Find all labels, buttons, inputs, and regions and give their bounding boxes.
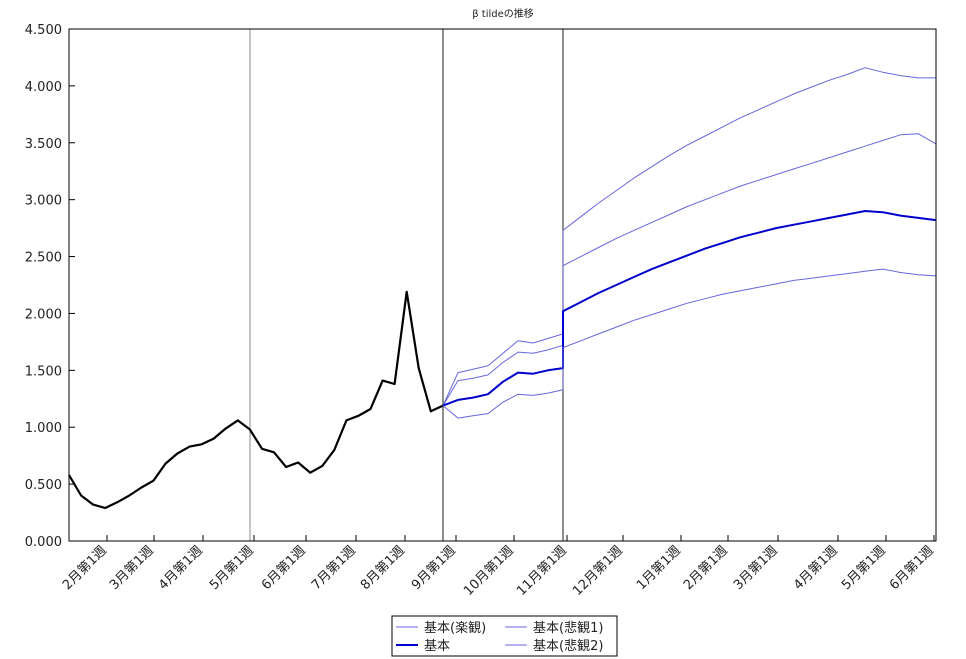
x-tick-label: 3月第1週 [107, 543, 157, 593]
x-tick-label: 4月第1週 [791, 543, 841, 593]
x-tick-label: 4月第1週 [156, 543, 206, 593]
series-line-band [442, 133, 937, 406]
x-tick-label: 5月第1週 [839, 543, 889, 593]
y-tick-label: 0.000 [25, 535, 62, 550]
x-axis-ticks [106, 535, 935, 541]
y-tick-label: 1.500 [25, 364, 62, 379]
y-axis-ticks [69, 28, 75, 542]
x-tick-label: 9月第1週 [409, 543, 459, 593]
x-tick-label: 8月第1週 [358, 543, 408, 593]
y-tick-label: 3.000 [25, 194, 62, 209]
x-tick-label: 2月第1週 [60, 543, 110, 593]
y-tick-label: 4.000 [25, 80, 62, 95]
legend-label-pessimistic-2: 基本(悲観2) [533, 638, 603, 654]
y-tick-label: 0.500 [25, 478, 62, 493]
x-tick-label: 11月第1週 [514, 543, 570, 599]
series-line-band [442, 268, 937, 419]
series-line-observed [68, 290, 444, 510]
y-tick-label: 1.000 [25, 421, 62, 436]
y-tick-label: 4.500 [25, 23, 62, 38]
legend-label-base: 基本 [424, 639, 450, 654]
x-tick-label: 7月第1週 [309, 543, 359, 593]
plot-area-border [68, 28, 937, 542]
legend-label-pessimistic-1: 基本(悲観1) [533, 620, 603, 636]
y-tick-label: 2.500 [25, 251, 62, 266]
series-line-band [442, 67, 936, 406]
x-tick-label: 2月第1週 [681, 543, 731, 593]
x-tick-label: 1月第1週 [634, 543, 684, 593]
divider-lines [249, 29, 564, 541]
y-axis-labels: 0.000 0.500 1.000 1.500 2.000 2.500 3.000 3.500… [25, 23, 62, 550]
series-line-base [442, 210, 937, 407]
y-tick-label: 3.500 [25, 137, 62, 152]
x-tick-label: 10月第1週 [461, 543, 517, 599]
legend-box [391, 615, 618, 657]
x-tick-label: 3月第1週 [731, 543, 781, 593]
series-layer [68, 67, 937, 510]
x-tick-label: 6月第1週 [259, 543, 309, 593]
legend-label-optimistic: 基本(楽観) [424, 620, 486, 636]
chart-title: β tildeの推移 [472, 7, 534, 20]
x-tick-label: 6月第1週 [887, 543, 937, 593]
x-tick-label: 12月第1週 [570, 543, 626, 599]
x-tick-label: 5月第1週 [207, 543, 257, 593]
legend: 基本(楽観) 基本(悲観1) 基本 基本(悲観2) [391, 615, 618, 657]
y-tick-label: 2.000 [25, 307, 62, 322]
